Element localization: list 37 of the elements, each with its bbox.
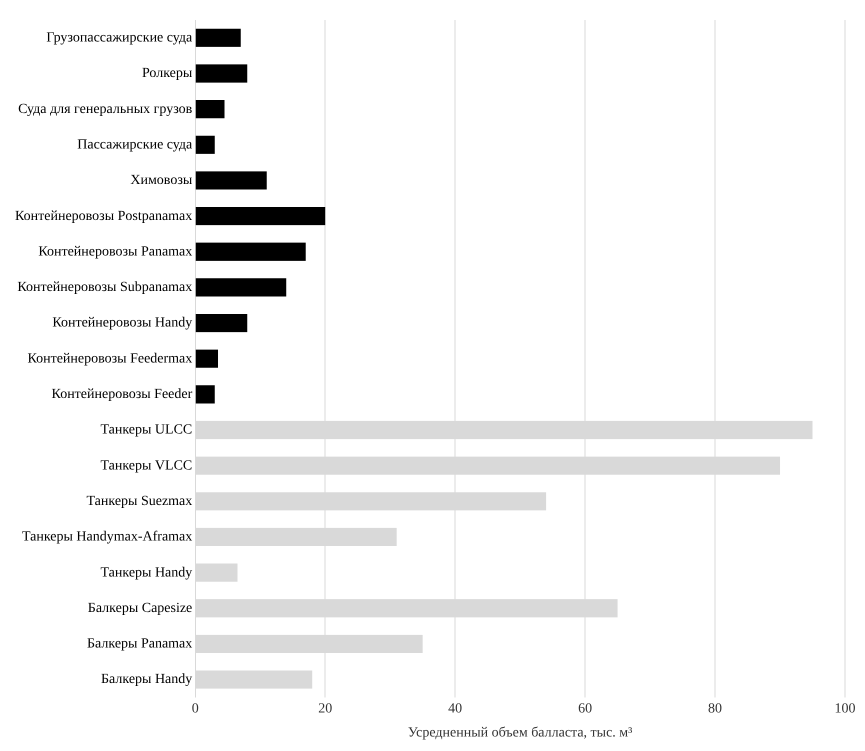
bar (196, 278, 286, 296)
x-tick-label: 40 (448, 701, 462, 716)
bar (196, 100, 225, 118)
y-tick-label: Грузопассажирские суда (46, 30, 194, 46)
x-axis-title: Усредненный объем балласта, тыс. м³ (408, 725, 632, 740)
y-tick-label: Химовозы (130, 173, 193, 188)
y-tick-label: Балкеры Panamax (87, 636, 192, 652)
x-tick-label: 60 (578, 701, 592, 716)
y-tick-label: Ролкеры (142, 66, 193, 82)
y-tick-label: Танкеры VLCC (100, 458, 192, 474)
y-tick-label: Танкеры Suezmax (86, 494, 192, 509)
y-tick-label: Танкеры ULCC (100, 422, 192, 438)
y-tick-label: Контейнеровозы Postpanamax (14, 208, 192, 224)
bar (196, 314, 248, 332)
y-tick-label: Контейнеровозы Feedermax (27, 351, 192, 366)
y-tick-label: Контейнеровозы Panamax (38, 244, 192, 260)
y-tick-label: Танкеры Handy (100, 565, 192, 580)
x-tick-label: 100 (834, 701, 856, 716)
bar (196, 136, 215, 154)
y-tick-label: Балкеры Capesize (88, 600, 192, 616)
y-tick-label: Контейнеровозы Subpanamax (17, 280, 192, 296)
y-tick-label: Суда для генеральных грузов (18, 102, 193, 117)
x-tick-label: 0 (192, 701, 199, 716)
bar (196, 171, 267, 190)
y-tick-label: Контейнеровозы Feeder (52, 387, 193, 402)
bar (196, 28, 241, 47)
x-tick-label: 20 (318, 701, 332, 716)
y-tick-label: Танкеры Handymax-Aframax (22, 530, 192, 545)
y-tick-label: Контейнеровозы Handy (52, 316, 192, 331)
bar (196, 64, 248, 83)
y-tick-label: Пассажирские суда (77, 137, 194, 152)
bar (196, 207, 326, 226)
x-tick-label: 80 (708, 701, 722, 716)
bar (196, 385, 215, 404)
bar (196, 242, 306, 261)
bar (196, 350, 218, 368)
y-tick-label: Балкеры Handy (101, 672, 192, 688)
